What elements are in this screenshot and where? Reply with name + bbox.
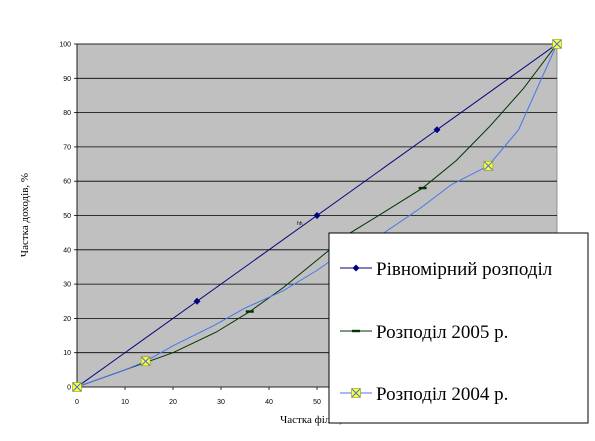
- series-line: [76, 43, 558, 388]
- data-point: [352, 264, 360, 272]
- x-tick-label: 40: [265, 399, 273, 406]
- legend-label: Розподіл 2004 р.: [376, 384, 508, 405]
- legend-label: Рівномірний розподіл: [376, 259, 553, 280]
- legend-item: Розподіл 2004 р.: [340, 384, 508, 405]
- y-tick-label: 30: [63, 282, 71, 289]
- y-tick-label: 50: [63, 213, 71, 220]
- y-tick-label: 70: [63, 144, 71, 151]
- data-point: [483, 160, 494, 171]
- x-tick-label: 50: [313, 399, 321, 406]
- data-point: [352, 329, 360, 333]
- y-axis-title: Частка доходів, %: [19, 173, 31, 257]
- y-tick-label: 0: [67, 385, 71, 392]
- data-point: [245, 310, 254, 313]
- y-tick-label: 60: [63, 179, 71, 186]
- x-tick-label: 30: [217, 399, 225, 406]
- data-point: [433, 126, 441, 134]
- data-point: [140, 356, 151, 367]
- legend: Рівномірний розподіл Розподіл 2005 р. Розп…: [328, 232, 589, 424]
- x-tick-label: 20: [169, 399, 177, 406]
- y-tick-labels: 0 10 20 30 40 50 60 70 80 90 100: [59, 42, 71, 392]
- x-tick-label: 10: [121, 399, 129, 406]
- y-tick-label: 80: [63, 110, 71, 117]
- y-tick-label: 40: [63, 247, 71, 254]
- y-tick-label: 100: [59, 42, 71, 49]
- data-point: [313, 212, 321, 219]
- data-point: [351, 388, 361, 398]
- data-point: [418, 186, 427, 190]
- x-tick-label: 0: [75, 399, 79, 406]
- legend-item: Рівномірний розподіл: [340, 259, 553, 280]
- series-3: [72, 39, 562, 392]
- legend-item: Розподіл 2005 р.: [340, 322, 508, 343]
- y-tick-label: 20: [63, 316, 71, 323]
- legend-label: Розподіл 2005 р.: [376, 322, 508, 343]
- annotation-label: hh: [297, 221, 303, 227]
- legend-box: [328, 232, 589, 424]
- data-point: [193, 297, 201, 305]
- data-point: [552, 39, 562, 49]
- y-tick-label: 10: [63, 350, 71, 357]
- y-tick-label: 90: [63, 76, 71, 83]
- data-point: [72, 382, 82, 392]
